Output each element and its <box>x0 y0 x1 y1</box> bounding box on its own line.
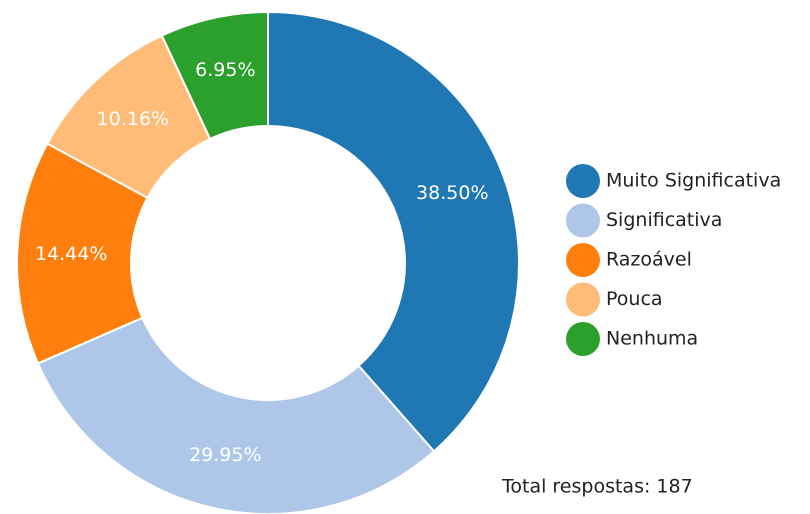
legend-label: Pouca <box>606 288 663 310</box>
legend-swatch <box>566 243 600 277</box>
slice-label: 29.95% <box>189 444 261 466</box>
legend-swatch <box>566 203 600 238</box>
slice <box>160 10 269 141</box>
legend-label: Razoável <box>606 249 692 271</box>
legend-label: Nenhuma <box>606 328 698 350</box>
slice-label: 6.95% <box>195 59 255 81</box>
legend-swatch <box>566 164 600 198</box>
total-annotation: Total respostas: 187 <box>501 476 693 498</box>
legend-swatch <box>566 282 600 317</box>
slice <box>36 316 436 514</box>
slice <box>16 142 149 365</box>
legend-swatch <box>566 322 600 356</box>
legend-label: Significativa <box>606 209 722 231</box>
slice <box>267 10 520 453</box>
slice-label: 38.50% <box>416 182 488 204</box>
slice-label: 14.44% <box>35 243 107 265</box>
legend-label: Muito Significativa <box>606 170 781 192</box>
slice-label: 10.16% <box>97 108 169 130</box>
